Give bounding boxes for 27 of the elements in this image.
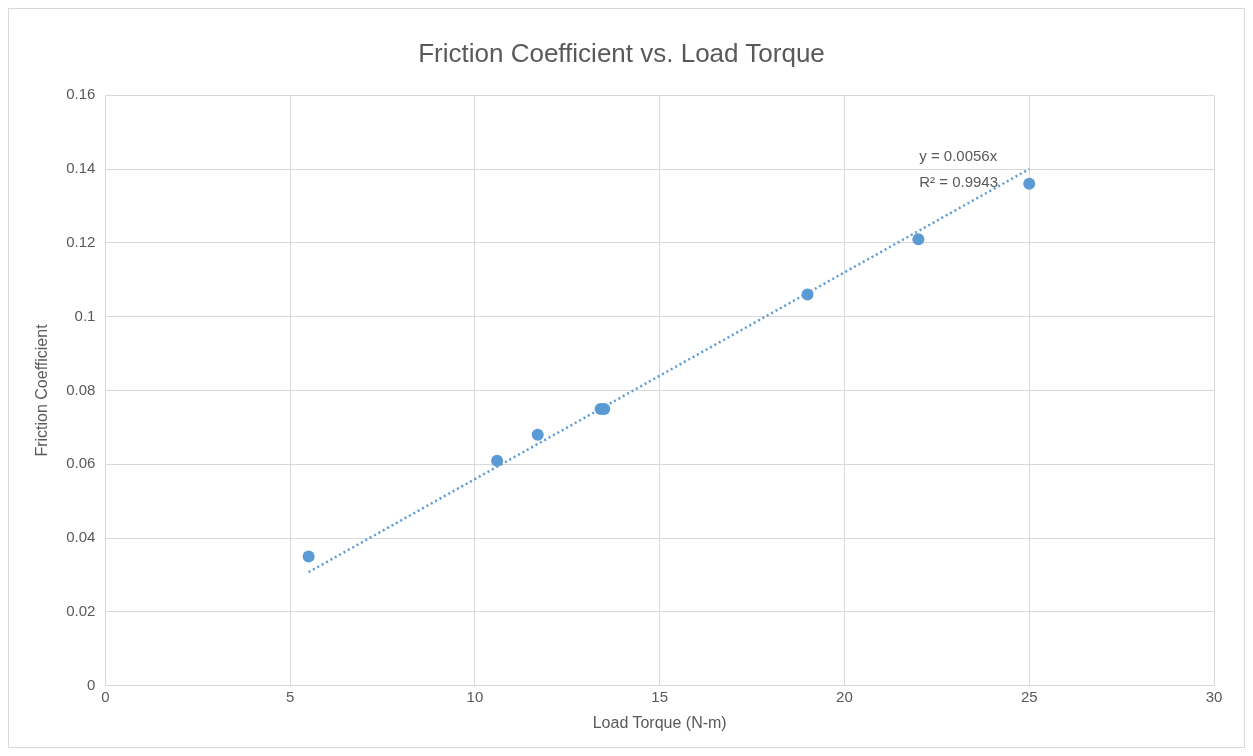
x-tick-label: 5 [285,687,295,705]
point [302,550,315,563]
annotation: y = 0.0056x [919,147,998,165]
y-tick-label: 0.14 [66,159,96,177]
y-tick-label: 0.04 [66,528,96,546]
x-tick-label: 20 [836,687,853,705]
y-tick-label: 0.12 [66,232,96,250]
x-tick-label: 0 [101,687,110,705]
y-tick-label: 0.02 [66,602,96,620]
x-axis-title: Load Torque (N-m) [592,713,727,731]
x-tick-label: 25 [1020,687,1038,705]
point [1023,177,1036,190]
y-tick-label: 0.06 [66,454,96,472]
y-axis-title: Friction Coefficient [33,323,51,457]
y-tick-label: 0.1 [74,306,96,324]
annotation: R² = 0.9943 [919,173,999,191]
y-tick-label: 0.16 [66,85,96,103]
y-tick-label: 0 [87,675,96,693]
point [491,454,504,467]
point [531,428,544,441]
point [912,233,925,246]
chart-title: Friction Coefficient vs. Load Torque [418,37,825,68]
x-tick-label: 30 [1205,687,1223,705]
point [801,288,814,301]
x-tick-label: 15 [651,687,669,705]
x-tick-label: 10 [466,687,484,705]
y-tick-label: 0.08 [66,380,96,398]
